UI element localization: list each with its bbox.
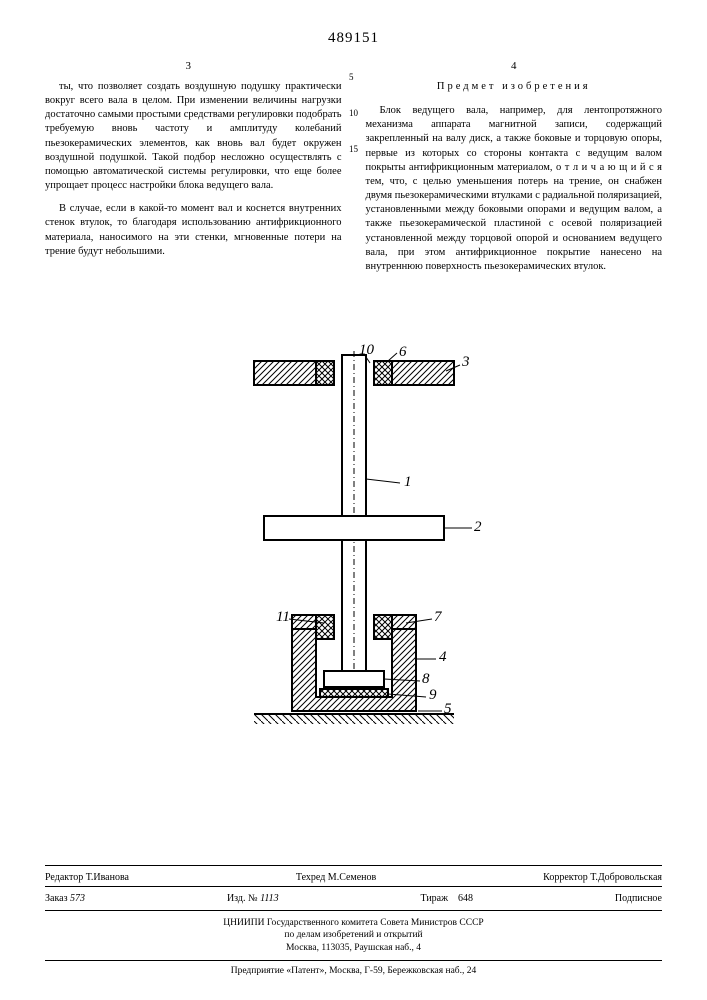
issue-number: Изд. № 1113 [227, 893, 279, 904]
paragraph: В случае, если в какой-то момент вал и к… [45, 202, 342, 259]
patent-page: 489151 5 10 15 3 ты, что позволяет созда… [0, 0, 707, 1000]
claim-text: Блок ведущего вала, например, для лентоп… [366, 104, 663, 274]
subscription: Подписное [615, 893, 662, 904]
line-mark: 5 [349, 72, 358, 82]
svg-text:9: 9 [429, 687, 437, 703]
svg-text:3: 3 [461, 354, 470, 370]
svg-text:4: 4 [439, 649, 447, 665]
publisher-block: ЦНИИПИ Государственного комитета Совета … [45, 910, 662, 955]
column-page-number: 3 [45, 59, 332, 74]
svg-text:10: 10 [359, 342, 375, 358]
line-mark: 15 [349, 144, 358, 154]
page-footer: Редактор Т.Иванова Техред М.Семенов Корр… [45, 865, 662, 976]
order-number: Заказ 573 [45, 893, 85, 904]
line-number-marks: 5 10 15 [349, 72, 358, 154]
line-mark: 10 [349, 108, 358, 118]
svg-text:5: 5 [444, 701, 452, 717]
paragraph: ты, что позволяет создать воздушную поду… [45, 80, 342, 193]
technical-figure: 1 2 3 4 5 6 7 8 9 10 11 [184, 301, 524, 731]
corrector-credit: Корректор Т.Добровольская [543, 872, 662, 883]
svg-text:8: 8 [422, 671, 430, 687]
printer-line: Предприятие «Патент», Москва, Г-59, Бере… [45, 960, 662, 976]
editor-credit: Редактор Т.Иванова [45, 872, 129, 883]
print-row: Заказ 573 Изд. № 1113 Тираж 648 Подписно… [45, 886, 662, 907]
svg-text:7: 7 [434, 609, 443, 625]
credits-row: Редактор Т.Иванова Техред М.Семенов Корр… [45, 865, 662, 886]
left-column: 3 ты, что позволяет создать воздушную по… [45, 59, 342, 283]
circulation: Тираж 648 [420, 893, 473, 904]
svg-text:6: 6 [399, 344, 407, 360]
svg-text:1: 1 [404, 474, 412, 490]
column-page-number: 4 [366, 59, 663, 74]
claim-title: Предмет изобретения [366, 80, 663, 94]
right-column: 4 Предмет изобретения Блок ведущего вала… [366, 59, 663, 283]
svg-text:2: 2 [474, 519, 482, 535]
patent-number: 489151 [45, 30, 662, 47]
techred-credit: Техред М.Семенов [296, 872, 376, 883]
svg-text:11: 11 [276, 609, 290, 625]
